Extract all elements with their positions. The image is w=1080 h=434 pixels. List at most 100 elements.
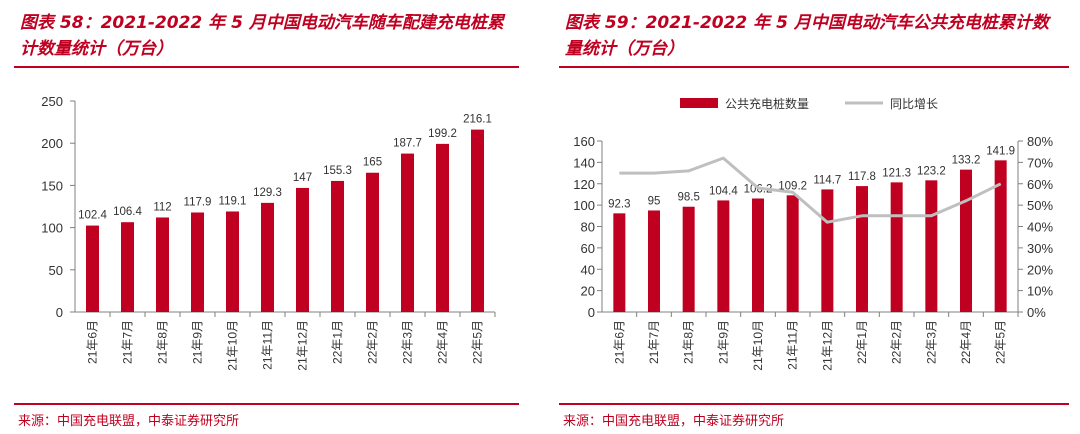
left-chart-title: 图表 58：2021-2022 年 5 月中国电动汽车随车配建充电桩累计数量统计… — [20, 13, 504, 59]
bar — [366, 172, 379, 312]
y-tick-label: 60 — [581, 241, 595, 256]
bar — [191, 212, 204, 312]
bar — [890, 182, 903, 312]
bar — [821, 189, 834, 312]
y-tick-label: 40 — [581, 262, 595, 277]
x-tick-label: 22年5月 — [994, 320, 1008, 364]
x-tick-label: 22年2月 — [890, 320, 904, 364]
x-tick-label: 22年1月 — [331, 320, 345, 364]
data-label: 129.3 — [253, 187, 282, 199]
x-tick-label: 21年11月 — [261, 320, 275, 370]
bar — [786, 195, 799, 312]
left-bar-chart: 0 50 100 150 200 250 102.4 21年6月 106.4 21年7月 112 21… — [41, 94, 496, 371]
y-tick-label: 200 — [41, 136, 63, 151]
y-tick-label: 0 — [588, 305, 595, 320]
data-label: 117.8 — [848, 171, 876, 183]
legend-bar-swatch — [680, 98, 718, 108]
bar — [86, 225, 99, 312]
x-tick-label: 22年5月 — [471, 320, 485, 364]
data-label: 114.7 — [813, 174, 841, 186]
data-label: 121.3 — [882, 167, 911, 179]
data-label: 106.4 — [113, 206, 142, 218]
data-label: 92.3 — [608, 198, 630, 210]
x-tick-label: 22年3月 — [924, 320, 938, 364]
x-tick-label: 21年9月 — [191, 320, 205, 364]
y2-tick-label: 30% — [1027, 241, 1053, 256]
right-chart-title: 图表 59：2021-2022 年 5 月中国电动汽车公共充电桩累计数量统计（万… — [565, 13, 1049, 59]
right-combo-chart: 公共充电桩数量 同比增长 0 20 40 60 80 100 120 140 160 0% 10% 20%… — [573, 96, 1053, 371]
y-tick-label: 100 — [573, 198, 595, 213]
x-tick-label: 21年10月 — [226, 320, 240, 371]
x-tick-label: 21年12月 — [296, 320, 310, 371]
bar — [613, 213, 626, 312]
data-label: 141.9 — [986, 145, 1015, 157]
right-title-rule — [559, 66, 1069, 68]
y-tick-label: 20 — [581, 284, 595, 299]
data-label: 155.3 — [323, 165, 352, 177]
bar — [436, 143, 449, 312]
data-label: 102.4 — [78, 210, 107, 222]
x-tick-label: 22年3月 — [401, 320, 415, 364]
y-tick-label: 250 — [41, 94, 63, 109]
data-label: 133.2 — [952, 155, 981, 167]
data-label: 216.1 — [463, 114, 492, 126]
data-label: 199.2 — [428, 128, 457, 140]
right-chart-panel: 图表 59：2021-2022 年 5 月中国电动汽车公共充电桩累计数量统计（万… — [545, 0, 1080, 434]
bar — [261, 202, 274, 312]
bar — [682, 206, 695, 312]
left-title-rule — [14, 66, 519, 68]
y2-tick-label: 20% — [1027, 262, 1053, 277]
data-label: 104.4 — [709, 185, 738, 197]
bar — [994, 160, 1007, 312]
y-tick-label: 50 — [49, 263, 63, 278]
x-tick-label: 21年8月 — [156, 320, 170, 364]
x-tick-label: 21年7月 — [647, 320, 661, 364]
data-label: 98.5 — [677, 192, 699, 204]
data-label: 109.2 — [778, 180, 807, 192]
bar — [121, 222, 134, 312]
data-label: 187.7 — [393, 138, 422, 150]
y-tick-label: 150 — [41, 178, 63, 193]
yoy-growth-line — [619, 156, 1002, 224]
y-tick-label: 120 — [573, 177, 595, 192]
y-tick-label: 100 — [41, 221, 63, 236]
bar — [648, 210, 660, 312]
bar — [752, 198, 764, 312]
y2-tick-label: 40% — [1027, 220, 1053, 235]
data-label: 112 — [153, 201, 171, 213]
left-source-rule — [14, 403, 519, 405]
right-source-note: 来源：中国充电联盟，中泰证券研究所 — [563, 414, 785, 429]
y2-tick-label: 70% — [1027, 155, 1053, 170]
y-tick-label: 80 — [581, 220, 595, 235]
x-tick-label: 21年11月 — [786, 320, 800, 370]
bar — [156, 217, 169, 312]
x-tick-label: 22年1月 — [855, 320, 869, 364]
x-tick-label: 22年4月 — [959, 320, 973, 364]
x-tick-label: 21年7月 — [121, 320, 135, 364]
x-tick-label: 21年8月 — [682, 320, 696, 364]
x-tick-label: 21年6月 — [612, 320, 626, 364]
bar — [331, 180, 344, 312]
data-label: 119.1 — [219, 195, 247, 207]
bar — [925, 180, 938, 312]
legend-line-label: 同比增长 — [890, 97, 938, 111]
y2-tick-label: 80% — [1027, 134, 1053, 149]
bar — [960, 169, 972, 312]
data-label: 123.2 — [917, 165, 946, 177]
right-source-rule — [559, 403, 1069, 405]
data-label: 95 — [648, 195, 661, 207]
y2-tick-label: 0% — [1027, 305, 1046, 320]
y-tick-label: 140 — [573, 155, 595, 170]
x-tick-label: 21年12月 — [820, 320, 834, 371]
bar — [226, 211, 239, 312]
y2-tick-label: 10% — [1027, 284, 1053, 299]
left-chart-panel: 图表 58：2021-2022 年 5 月中国电动汽车随车配建充电桩累计数量统计… — [0, 0, 535, 434]
y2-tick-label: 60% — [1027, 177, 1053, 192]
x-tick-label: 21年6月 — [86, 320, 100, 364]
y-tick-label: 0 — [56, 305, 63, 320]
x-tick-label: 22年2月 — [366, 320, 380, 364]
bar — [856, 186, 868, 312]
left-source-note: 来源：中国充电联盟，中泰证券研究所 — [18, 414, 240, 429]
x-tick-label: 21年10月 — [751, 320, 765, 371]
bar — [717, 200, 730, 312]
